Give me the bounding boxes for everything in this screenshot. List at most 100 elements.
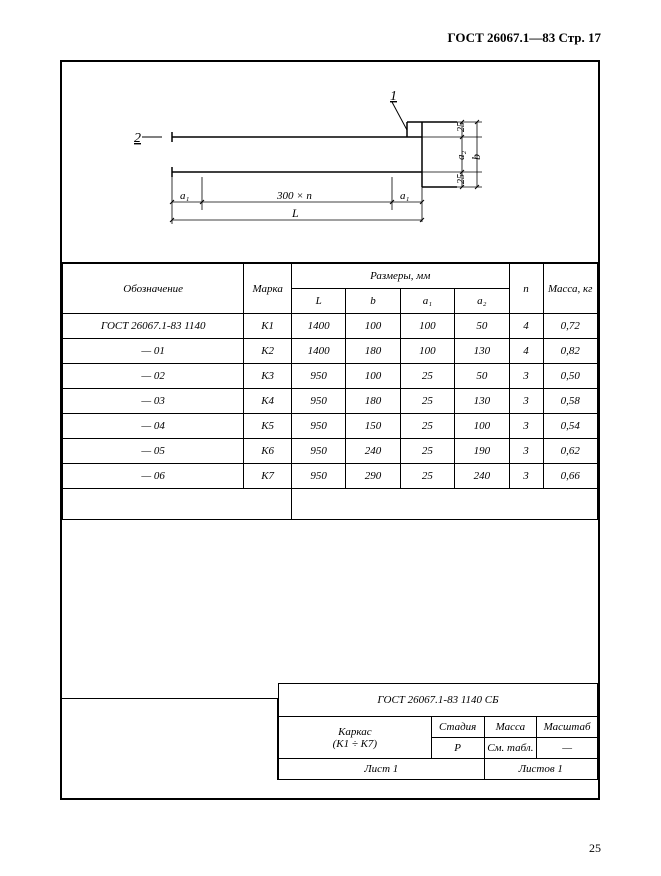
- tb-designation: ГОСТ 26067.1-83 1140 СБ: [279, 684, 598, 717]
- dim-L: L: [291, 206, 299, 220]
- th-L: L: [291, 289, 345, 314]
- cell-n: 3: [509, 414, 543, 439]
- cell-a1: 100: [400, 314, 454, 339]
- tb-masstab-h: Масштаб: [537, 717, 598, 738]
- cell-a1: 100: [400, 339, 454, 364]
- cell-b: 100: [346, 314, 400, 339]
- titleblock-left-stub: [62, 698, 278, 780]
- th-designation: Обозначение: [63, 264, 244, 314]
- table-row: — 04К59501502510030,54: [63, 414, 598, 439]
- cell-a2: 130: [455, 389, 509, 414]
- th-mark: Марка: [244, 264, 292, 314]
- cell-L: 950: [291, 439, 345, 464]
- tb-listov: Листов 1: [484, 759, 597, 780]
- title-block: ГОСТ 26067.1-83 1140 СБ Каркас (К1 ÷ К7)…: [278, 683, 598, 780]
- tb-name-line1: Каркас: [338, 726, 372, 738]
- cell-n: 3: [509, 464, 543, 489]
- cell-mark: К7: [244, 464, 292, 489]
- dim-b: b: [469, 154, 483, 160]
- th-dimensions: Размеры, мм: [291, 264, 509, 289]
- page-number: 25: [589, 841, 601, 856]
- cell-mass: 0,72: [543, 314, 597, 339]
- tb-name-line2: (К1 ÷ К7): [333, 738, 377, 750]
- table-empty-row: [63, 489, 598, 520]
- cell-mass: 0,66: [543, 464, 597, 489]
- cell-mark: К3: [244, 364, 292, 389]
- cell-L: 1400: [291, 339, 345, 364]
- cell-n: 3: [509, 364, 543, 389]
- cell-b: 100: [346, 364, 400, 389]
- cell-desig: — 02: [63, 364, 244, 389]
- cell-n: 4: [509, 339, 543, 364]
- dim-25-bot: 25: [456, 174, 467, 184]
- th-a2: a₂: [455, 289, 509, 314]
- dim-300n: 300 × n: [276, 190, 312, 202]
- cell-mark: К4: [244, 389, 292, 414]
- th-a1: a₁: [400, 289, 454, 314]
- cell-a2: 240: [455, 464, 509, 489]
- table-row: — 05К69502402519030,62: [63, 439, 598, 464]
- tb-name: Каркас (К1 ÷ К7): [279, 717, 432, 759]
- lower-area: ГОСТ 26067.1-83 1140 СБ Каркас (К1 ÷ К7)…: [62, 520, 598, 780]
- cell-a1: 25: [400, 364, 454, 389]
- dimensions-table: Обозначение Марка Размеры, мм n Масса, к…: [62, 263, 598, 520]
- tb-massa-h: Масса: [484, 717, 537, 738]
- technical-diagram: 1 2: [62, 62, 598, 263]
- cell-desig: — 06: [63, 464, 244, 489]
- table-row: ГОСТ 26067.1-83 1140К114001001005040,72: [63, 314, 598, 339]
- cell-mass: 0,82: [543, 339, 597, 364]
- cell-b: 180: [346, 339, 400, 364]
- cell-mass: 0,58: [543, 389, 597, 414]
- callout-2: 2: [134, 131, 141, 146]
- table-row: — 02К3950100255030,50: [63, 364, 598, 389]
- cell-L: 950: [291, 389, 345, 414]
- table-row: — 03К49501802513030,58: [63, 389, 598, 414]
- cell-mark: К1: [244, 314, 292, 339]
- cell-L: 950: [291, 464, 345, 489]
- cell-b: 290: [346, 464, 400, 489]
- cell-a1: 25: [400, 439, 454, 464]
- cell-L: 1400: [291, 314, 345, 339]
- cell-mark: К5: [244, 414, 292, 439]
- cell-a1: 25: [400, 464, 454, 489]
- dim-25-top: 25: [456, 122, 467, 132]
- cell-mark: К2: [244, 339, 292, 364]
- th-b: b: [346, 289, 400, 314]
- page-frame: 1 2: [60, 60, 600, 800]
- cell-a2: 100: [455, 414, 509, 439]
- page-header: ГОСТ 26067.1—83 Стр. 17: [447, 30, 601, 46]
- cell-L: 950: [291, 414, 345, 439]
- table-row: — 01К2140018010013040,82: [63, 339, 598, 364]
- cell-L: 950: [291, 364, 345, 389]
- tb-stadia: Р: [431, 738, 484, 759]
- cell-a2: 50: [455, 314, 509, 339]
- cell-a2: 130: [455, 339, 509, 364]
- dim-a1-left: a₁: [180, 190, 190, 202]
- cell-mass: 0,54: [543, 414, 597, 439]
- table-row: — 06К79502902524030,66: [63, 464, 598, 489]
- cell-desig: — 04: [63, 414, 244, 439]
- cell-n: 4: [509, 314, 543, 339]
- cell-mark: К6: [244, 439, 292, 464]
- cell-desig: — 03: [63, 389, 244, 414]
- table-body: ГОСТ 26067.1-83 1140К114001001005040,72—…: [63, 314, 598, 489]
- cell-desig: — 01: [63, 339, 244, 364]
- tb-masstab: —: [537, 738, 598, 759]
- callout-1: 1: [390, 89, 397, 104]
- dim-a1-right: a₁: [400, 190, 410, 202]
- cell-b: 150: [346, 414, 400, 439]
- tb-massa: См. табл.: [484, 738, 537, 759]
- cell-desig: ГОСТ 26067.1-83 1140: [63, 314, 244, 339]
- tb-stadia-h: Стадия: [431, 717, 484, 738]
- cell-a2: 190: [455, 439, 509, 464]
- cell-b: 240: [346, 439, 400, 464]
- cell-a1: 25: [400, 389, 454, 414]
- dim-a2: a₂: [455, 151, 467, 161]
- cell-a2: 50: [455, 364, 509, 389]
- cell-desig: — 05: [63, 439, 244, 464]
- cell-mass: 0,62: [543, 439, 597, 464]
- th-n: n: [509, 264, 543, 314]
- tb-list: Лист 1: [279, 759, 485, 780]
- th-mass: Масса, кг: [543, 264, 597, 314]
- cell-n: 3: [509, 439, 543, 464]
